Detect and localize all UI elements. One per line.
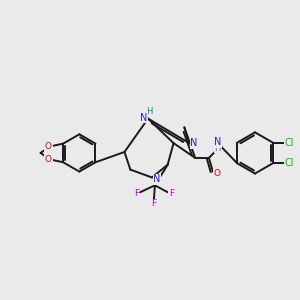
Text: N: N xyxy=(140,112,148,123)
Text: O: O xyxy=(45,155,52,164)
Text: Cl: Cl xyxy=(285,158,294,168)
Text: F: F xyxy=(152,200,157,208)
Text: F: F xyxy=(134,189,139,198)
Text: Cl: Cl xyxy=(285,138,294,148)
Text: O: O xyxy=(45,142,52,151)
Text: O: O xyxy=(213,169,220,178)
Text: H: H xyxy=(146,107,152,116)
Text: N: N xyxy=(190,138,198,148)
Text: H: H xyxy=(214,143,221,152)
Text: N: N xyxy=(214,137,221,147)
Text: F: F xyxy=(169,189,174,198)
Text: N: N xyxy=(153,174,161,184)
